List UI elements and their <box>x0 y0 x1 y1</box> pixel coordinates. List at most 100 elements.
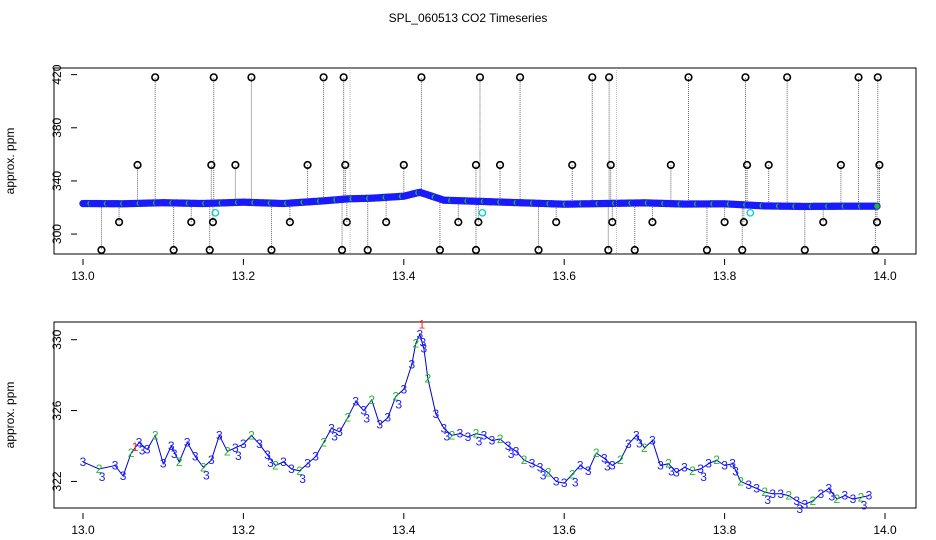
outlier-point <box>471 245 481 255</box>
top-panel-axes: 13.0 13.2 13.4 13.6 13.8 14.0 300 340 380 420 <box>50 64 897 283</box>
data-label: 2 <box>368 393 375 407</box>
data-label: 2 <box>96 462 103 476</box>
outlier-point <box>819 218 828 227</box>
top-xtick-label: 13.8 <box>713 269 737 283</box>
top-panel-marks <box>79 68 884 255</box>
data-label: 3 <box>408 358 415 372</box>
data-label: 3 <box>513 444 520 458</box>
data-label: 3 <box>441 421 448 435</box>
outlier-point <box>783 73 792 82</box>
outlier-point <box>319 73 328 82</box>
outlier-point <box>854 73 863 82</box>
data-label: 2 <box>761 485 768 499</box>
outlier-point <box>608 218 617 227</box>
data-label: 3 <box>633 428 640 442</box>
outlier-point <box>454 218 463 227</box>
data-label: 3 <box>360 404 367 418</box>
outlier-point <box>738 245 747 255</box>
data-label: 3 <box>625 437 632 451</box>
bottom-xtick-label: 13.6 <box>553 523 577 537</box>
top-ytick-label: 420 <box>50 64 64 84</box>
data-label: 3 <box>537 460 544 474</box>
data-label: 3 <box>419 335 426 349</box>
top-xtick-label: 13.2 <box>232 269 256 283</box>
outlier-point <box>151 73 160 82</box>
top-panel-ylabel: approx. ppm <box>3 128 17 195</box>
data-label: 3 <box>352 395 359 409</box>
data-label: 3 <box>384 411 391 425</box>
data-label: 3 <box>769 487 776 501</box>
outlier-point <box>382 218 391 227</box>
data-label: 3 <box>160 457 167 471</box>
outlier-point <box>169 245 178 255</box>
outlier-point <box>873 73 882 82</box>
data-label: 2 <box>248 428 255 442</box>
outlier-point <box>588 73 597 82</box>
data-label: 3 <box>721 458 728 472</box>
outlier-point <box>471 160 481 170</box>
data-label: 3 <box>267 456 274 470</box>
outlier-point <box>285 218 295 227</box>
data-label: 2 <box>176 455 183 469</box>
outlier-point <box>739 218 748 227</box>
data-label: 3 <box>363 412 370 426</box>
data-label: 3 <box>465 430 472 444</box>
data-label: 3 <box>681 460 688 474</box>
data-label: 3 <box>192 450 199 464</box>
outlier-point <box>399 160 408 170</box>
data-label: 3 <box>184 435 191 449</box>
data-label: 3 <box>753 482 760 496</box>
data-label: 3 <box>529 457 536 471</box>
data-label: 3 <box>376 418 383 432</box>
data-label: 3 <box>777 487 784 501</box>
bottom-xtick-label: 13.0 <box>71 523 95 537</box>
top-ytick-label: 380 <box>50 117 64 137</box>
data-label: 3 <box>796 502 803 516</box>
outlier-point <box>684 73 693 82</box>
data-label: 3 <box>793 494 800 508</box>
data-label: 2 <box>545 466 552 480</box>
outlier-point <box>303 160 312 170</box>
data-label: 3 <box>636 436 643 450</box>
data-label: 2 <box>689 464 696 478</box>
data-label: 3 <box>585 464 592 478</box>
data-label: 3 <box>203 468 210 482</box>
outlier-point <box>800 245 809 255</box>
data-label: 3 <box>540 468 547 482</box>
data-label: 2 <box>128 446 135 460</box>
data-label: 3 <box>697 462 704 476</box>
data-label: 3 <box>489 434 496 448</box>
data-label: 2 <box>497 432 504 446</box>
data-label: 2 <box>425 372 432 386</box>
data-label: 3 <box>673 466 680 480</box>
outlier-point <box>337 245 347 255</box>
outlier-point <box>205 245 214 255</box>
data-label: 2 <box>200 460 207 474</box>
outlier-point <box>666 160 675 170</box>
top-panel-frame <box>53 67 917 255</box>
outlier-point <box>702 245 712 255</box>
data-label: 3 <box>256 437 263 451</box>
data-label: 2 <box>834 492 841 506</box>
data-label: 3 <box>299 472 306 486</box>
data-label: 2 <box>713 453 720 467</box>
data-label: 3 <box>601 451 608 465</box>
outlier-point <box>209 73 218 82</box>
top-xtick-label: 13.4 <box>392 269 416 283</box>
data-label: 3 <box>312 450 319 464</box>
outlier-point <box>133 160 142 170</box>
outlier-point <box>552 218 561 227</box>
outlier-point <box>267 245 276 255</box>
data-label: 2 <box>569 467 576 481</box>
outlier-point <box>606 160 615 170</box>
data-label: 2 <box>593 446 600 460</box>
cyan-point <box>478 208 487 217</box>
data-label: 3 <box>657 458 664 472</box>
data-label: 3 <box>264 448 271 462</box>
bottom-panel-frame <box>53 321 917 509</box>
cyan-point <box>211 208 220 217</box>
top-ytick-label: 300 <box>50 224 64 244</box>
data-label: 3 <box>700 470 707 484</box>
